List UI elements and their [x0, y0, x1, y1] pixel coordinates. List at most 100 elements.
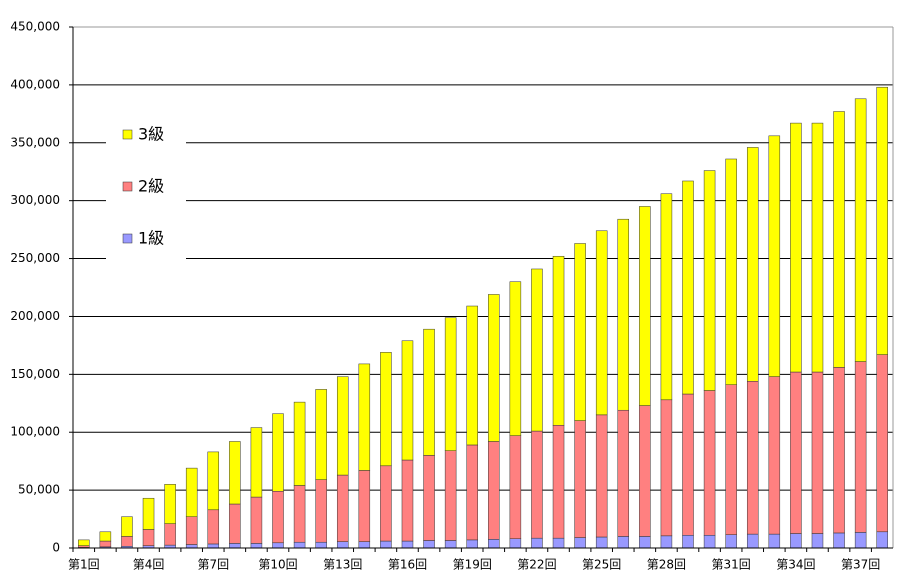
- x-tick-label: 第4回: [133, 558, 165, 572]
- bar-segment: [164, 484, 176, 524]
- bar-segment: [833, 367, 845, 534]
- bar-segment: [315, 541, 327, 549]
- bar-segment: [617, 536, 630, 549]
- bar-segment: [293, 485, 306, 543]
- bar-segment: [401, 340, 414, 461]
- bar-segment: [639, 405, 651, 537]
- bar-segment: [768, 376, 781, 535]
- bar-segment: [336, 474, 349, 542]
- bar-segment: [185, 544, 198, 549]
- bar-segment: [660, 535, 673, 549]
- bar-segment: [99, 531, 112, 542]
- x-tick-label: 第25回: [582, 558, 621, 572]
- bar-segment: [682, 393, 694, 536]
- x-tick-label: 第28回: [647, 558, 686, 572]
- bar-segment: [293, 401, 306, 486]
- bar-segment: [401, 540, 414, 549]
- bar-segment: [552, 425, 565, 539]
- y-tick-label: 200,000: [10, 309, 60, 323]
- bar-segment: [876, 86, 888, 355]
- bar-segment: [444, 450, 457, 541]
- bar-segment: [854, 532, 867, 549]
- bar-segment: [595, 414, 608, 538]
- bar-segment: [574, 537, 586, 549]
- bar-segment: [229, 503, 241, 544]
- bar-segment: [380, 352, 392, 467]
- bar-segment: [293, 541, 306, 549]
- bar-segment: [617, 218, 630, 411]
- bar-segment: [250, 427, 263, 498]
- bar-segment: [790, 122, 802, 373]
- y-tick-label: 450,000: [10, 20, 60, 34]
- bar-segment: [78, 545, 90, 548]
- bar-segment: [488, 441, 500, 540]
- bar-segment: [725, 384, 737, 535]
- bar-segment: [423, 455, 435, 541]
- bar-segment: [229, 543, 241, 549]
- legend-label: 1級: [138, 229, 164, 248]
- y-tick-label: 350,000: [10, 135, 60, 149]
- bar-segment: [509, 435, 522, 539]
- bar-segment: [78, 539, 90, 546]
- y-tick-label: 250,000: [10, 251, 60, 265]
- y-tick-label: 150,000: [10, 367, 60, 381]
- bar-segment: [574, 420, 586, 538]
- bar-segment: [423, 328, 435, 456]
- bar-segment: [142, 497, 155, 530]
- bar-segment: [660, 193, 673, 401]
- x-tick-label: 第10回: [258, 558, 297, 572]
- bar-segment: [358, 470, 371, 542]
- bar-segment: [315, 479, 327, 543]
- bar-segment: [833, 532, 845, 549]
- bar-segment: [315, 389, 327, 480]
- x-tick-label: 第22回: [517, 558, 556, 572]
- bar-segment: [703, 390, 716, 536]
- bar-segment: [444, 317, 457, 451]
- bar-segment: [725, 158, 737, 386]
- bar-segment: [531, 268, 543, 432]
- bar-segment: [746, 147, 759, 382]
- y-tick-label: 0: [52, 541, 60, 555]
- bar-segment: [725, 534, 737, 549]
- bar-segment: [790, 371, 802, 534]
- bar-segment: [358, 541, 371, 549]
- bar-segment: [746, 381, 759, 535]
- bar-segment: [185, 467, 198, 517]
- legend-label: 3級: [138, 125, 164, 144]
- x-tick-label: 第1回: [68, 558, 100, 572]
- bar-segment: [142, 529, 155, 546]
- bar-segment: [790, 533, 802, 549]
- bar-segment: [358, 363, 371, 471]
- bar-segment: [854, 361, 867, 533]
- bar-segment: [768, 135, 781, 377]
- bar-segment: [488, 294, 500, 442]
- bar-segment: [833, 111, 845, 368]
- y-tick-label: 300,000: [10, 193, 60, 207]
- bar-segment: [466, 539, 478, 549]
- bar-segment: [401, 459, 414, 542]
- bar-segment: [121, 536, 133, 547]
- bar-segment: [250, 543, 263, 549]
- bar-segment: [617, 409, 630, 537]
- bar-segment: [272, 491, 284, 544]
- bar-segment: [531, 430, 543, 539]
- bar-segment: [595, 230, 608, 416]
- bar-segment: [876, 354, 888, 533]
- bar-segment: [595, 536, 608, 549]
- bar-segment: [185, 516, 198, 545]
- bar-segment: [509, 538, 522, 549]
- bar-segment: [336, 376, 349, 476]
- bar-segment: [466, 305, 478, 446]
- bar-segment: [682, 535, 694, 549]
- bar-segment: [423, 540, 435, 549]
- bar-segment: [380, 465, 392, 542]
- y-tick-label: 50,000: [18, 483, 60, 497]
- bar-segment: [876, 531, 888, 549]
- bar-segment: [703, 170, 716, 391]
- bar-segment: [207, 509, 220, 545]
- bar-segment: [660, 399, 673, 537]
- bar-segment: [380, 540, 392, 549]
- bar-segment: [466, 444, 478, 541]
- x-tick-label: 第34回: [776, 558, 815, 572]
